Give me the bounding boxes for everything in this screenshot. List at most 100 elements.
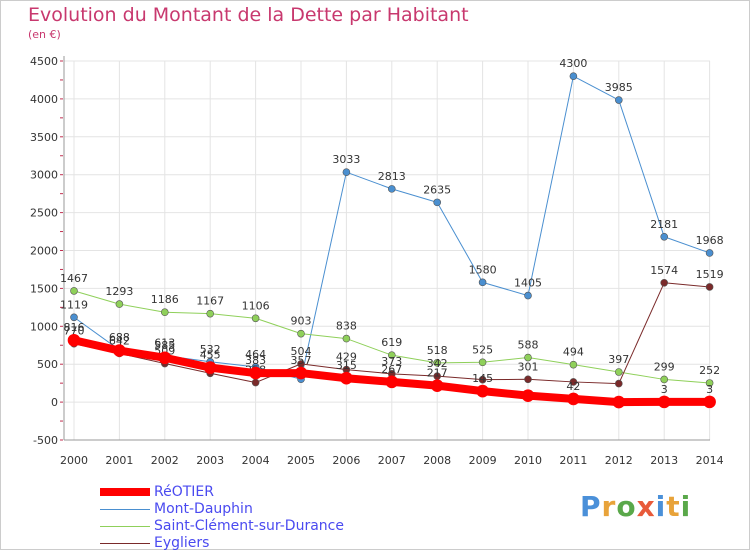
data-label: 342 [427,357,448,370]
y-tick-label: -500 [33,434,58,447]
legend-label: Mont-Dauphin [154,501,253,517]
data-label: 518 [427,344,448,357]
data-label: 838 [336,320,357,333]
data-point [569,378,578,386]
data-point [478,375,487,384]
data-point [521,389,535,402]
data-label: 619 [381,336,402,349]
data-label: 2181 [650,218,678,231]
data-point [612,395,626,409]
data-label: 613 [154,337,175,350]
data-label: 3033 [332,153,360,166]
legend-item: Mont-Dauphin [100,501,400,517]
data-label: 4300 [559,57,587,70]
x-tick-label: 2005 [287,454,315,467]
y-tick-label: 4000 [30,93,58,106]
data-label: 585 [154,339,175,352]
y-tick-label: 2000 [30,245,58,258]
data-label: 532 [200,343,221,356]
data-point [569,72,578,80]
data-label: 3 [661,383,668,396]
proxiti-logo: Proxiti [580,490,692,523]
data-point [657,395,671,409]
data-point [660,278,669,287]
legend-item: Saint-Clément-sur-Durance [100,518,400,534]
data-point [478,278,487,287]
data-point [387,185,396,193]
data-label: 455 [200,349,221,362]
data-label: 525 [472,343,493,356]
y-tick-label: 3500 [30,131,58,144]
data-label: 301 [518,360,539,373]
data-label: 429 [336,351,357,364]
series-eygliers: 77064250925850442937334230115741519 [64,264,724,388]
y-tick-label: 0 [51,396,58,409]
data-point [115,300,124,308]
data-label: 642 [109,334,130,347]
y-tick-label: 1000 [30,320,58,333]
data-point [430,379,444,392]
data-label: 1186 [151,293,179,306]
x-tick-label: 2004 [242,454,270,467]
data-label: 2635 [423,183,451,196]
series-r-otier: 816 585 455 383 357 315 267 217 145 42 3 3 [64,321,716,409]
x-tick-label: 2010 [514,454,542,467]
data-label: 1119 [60,298,88,311]
data-label: 1467 [60,272,88,285]
data-label: 504 [291,345,312,358]
data-label: 267 [381,363,402,376]
legend-label: Eygliers [154,535,210,551]
x-tick-label: 2012 [605,454,633,467]
data-point [614,368,623,376]
data-label: 217 [427,367,448,380]
data-label: 373 [381,355,402,368]
data-point [206,309,214,318]
y-tick-label: 4500 [30,55,58,68]
data-label: 1293 [105,285,133,298]
data-label: 1580 [469,263,497,276]
data-label: 2813 [378,170,406,183]
data-point [387,351,396,359]
data-label: 397 [608,353,629,366]
legend-swatch [100,525,150,527]
data-point [524,353,532,362]
data-point [478,358,487,367]
data-label: 1574 [650,264,678,277]
data-point [251,378,260,387]
data-point [342,168,351,176]
chart-subtitle: (en €) [28,28,61,41]
legend-label: RéOTIER [154,484,214,500]
data-label: 299 [654,360,675,373]
data-point [660,375,669,384]
x-tick-label: 2000 [60,454,88,467]
y-tick-label: 3000 [30,169,58,182]
data-point [567,392,580,406]
legend-swatch [100,488,150,496]
data-label: 903 [291,315,312,328]
data-point [705,249,714,257]
data-point [67,333,81,347]
data-label: 464 [245,348,266,361]
x-tick-label: 2011 [559,454,587,467]
data-point [660,232,669,241]
data-label: 816 [64,321,85,334]
y-tick-label: 500 [37,358,58,371]
data-label: 3985 [605,81,633,94]
data-point [70,313,78,322]
data-label: 1405 [514,277,542,290]
data-point [614,379,623,388]
x-tick-label: 2007 [378,454,406,467]
x-tick-label: 2001 [105,454,133,467]
data-label: 770 [64,325,85,338]
data-point [705,379,714,387]
data-label: 494 [563,346,584,359]
data-label: 1106 [242,299,270,312]
y-tick-label: 1500 [30,282,58,295]
data-label: 1968 [696,234,724,247]
data-point [342,334,351,343]
data-point [705,283,714,291]
data-point [161,308,169,317]
legend-item: Eygliers [100,535,400,551]
data-label: 383 [245,354,266,367]
